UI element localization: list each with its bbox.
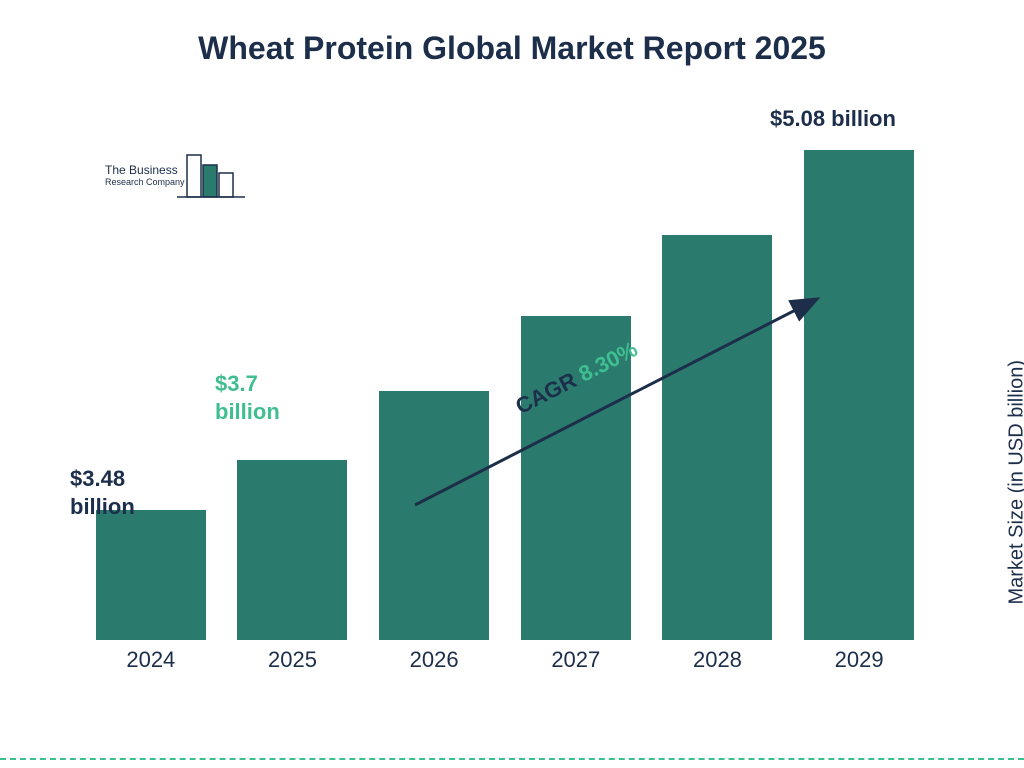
bar-wrap [662,235,772,640]
bar [237,460,347,640]
bar [96,510,206,640]
bars-container [80,120,930,640]
bar-wrap [379,391,489,640]
value-label: $3.48billion [70,465,135,520]
page-title: Wheat Protein Global Market Report 2025 [0,30,1024,67]
bottom-dashed-line [0,758,1024,760]
x-label: 2029 [804,647,914,673]
x-axis-labels: 2024 2025 2026 2027 2028 2029 [80,640,930,680]
y-axis-label: Market Size (in USD billion) [1006,360,1024,605]
bar [662,235,772,640]
value-label: $3.7billion [215,370,280,425]
value-label: $5.08 billion [770,105,896,133]
x-label: 2025 [237,647,347,673]
x-label: 2027 [521,647,631,673]
x-label: 2028 [662,647,772,673]
bar-wrap [237,460,347,640]
bar [804,150,914,640]
chart-area: 202420252026202720282029 CAGR 8.30% [80,120,930,680]
bar [379,391,489,640]
x-label: 2024 [96,647,206,673]
x-label: 2026 [379,647,489,673]
bar-wrap [804,150,914,640]
bar-wrap [96,510,206,640]
